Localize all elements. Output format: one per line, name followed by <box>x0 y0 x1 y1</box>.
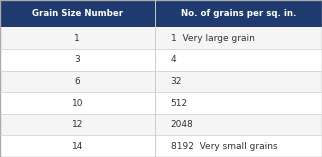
Text: 1  Very large grain: 1 Very large grain <box>171 34 254 43</box>
Text: 32: 32 <box>171 77 182 86</box>
Text: 10: 10 <box>71 99 83 108</box>
Text: 3: 3 <box>74 55 80 64</box>
Bar <box>155 49 322 71</box>
Bar <box>155 27 322 49</box>
Text: Grain Size Number: Grain Size Number <box>32 9 123 18</box>
Bar <box>0 135 155 157</box>
Text: 4: 4 <box>171 55 176 64</box>
Text: 6: 6 <box>74 77 80 86</box>
Bar <box>0 0 322 27</box>
Text: 8192  Very small grains: 8192 Very small grains <box>171 142 277 151</box>
Text: No. of grains per sq. in.: No. of grains per sq. in. <box>181 9 296 18</box>
Bar <box>0 114 155 135</box>
Bar <box>0 27 155 49</box>
Text: 12: 12 <box>71 120 83 129</box>
Bar <box>155 114 322 135</box>
Bar <box>0 49 155 71</box>
Text: 14: 14 <box>71 142 83 151</box>
Text: 1: 1 <box>74 34 80 43</box>
Text: 512: 512 <box>171 99 188 108</box>
Bar <box>155 135 322 157</box>
Text: 2048: 2048 <box>171 120 194 129</box>
Bar <box>0 92 155 114</box>
Bar <box>155 92 322 114</box>
Bar <box>155 71 322 92</box>
Bar <box>0 71 155 92</box>
